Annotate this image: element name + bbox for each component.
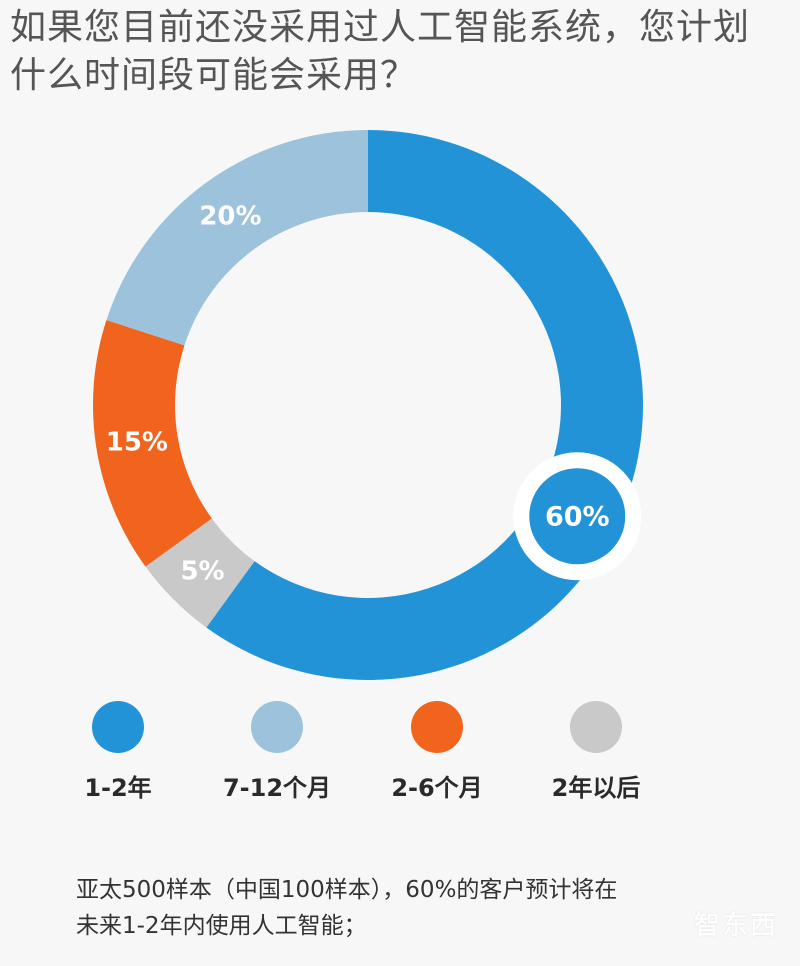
watermark-logo: 智东西 xyxy=(693,911,778,941)
slice-label-7-12-months: 20% xyxy=(199,202,261,232)
slice-after-2-years xyxy=(145,518,255,628)
legend-label-1-2-years: 1-2年 xyxy=(84,774,152,802)
title-line-2: 什么时间段可能会采用？ xyxy=(10,55,418,96)
legend-label-2-6-months: 2-6个月 xyxy=(391,774,483,802)
legend-label-7-12-months: 7-12个月 xyxy=(222,774,332,802)
legend-swatch-1-2-years xyxy=(92,701,144,753)
slice-label-after-2-years: 5% xyxy=(180,556,224,586)
footnote-line-1: 亚太500样本（中国100样本），60%的客户预计将在 xyxy=(76,877,618,903)
footnote-line-2: 未来1-2年内使用人工智能； xyxy=(76,913,367,939)
badge-fill xyxy=(529,468,626,565)
slice-2-6-months xyxy=(93,320,212,567)
slice-label-1-2-years: 60% xyxy=(545,501,610,532)
legend-swatch-after-2-years xyxy=(570,701,622,753)
title-line-1: 如果您目前还没采用过人工智能系统，您计划 xyxy=(10,7,751,48)
slice-7-12-months xyxy=(106,130,368,346)
slice-label-2-6-months: 15% xyxy=(106,428,168,458)
legend-swatch-2-6-months xyxy=(411,701,463,753)
legend-swatch-7-12-months xyxy=(251,701,303,753)
legend-label-after-2-years: 2年以后 xyxy=(551,774,641,802)
footnote: 亚太500样本（中国100样本），60%的客户预计将在 未来1-2年内使用人工智… xyxy=(76,872,756,944)
donut-chart: 60% 5% 15% 20% xyxy=(93,130,644,680)
chart-title: 如果您目前还没采用过人工智能系统，您计划 什么时间段可能会采用？ xyxy=(10,4,770,100)
